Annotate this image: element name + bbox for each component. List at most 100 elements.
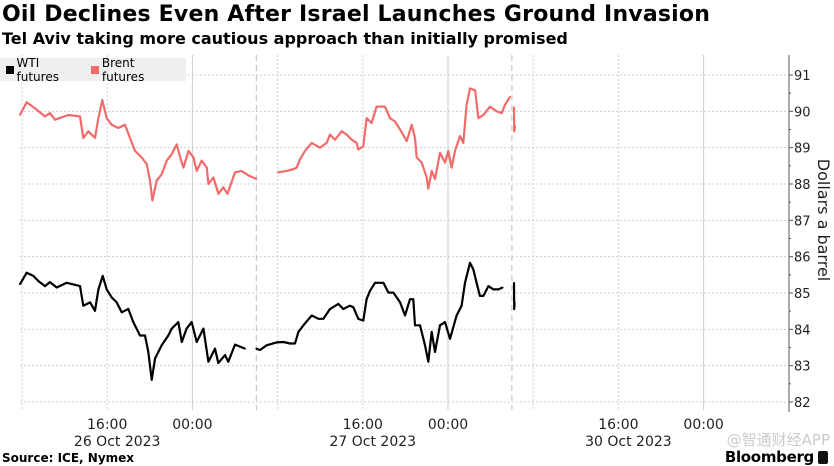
brent-data-point [357,148,360,151]
y-tick-label: 84 [794,323,811,338]
brent-data-point [217,192,220,195]
wti-data-point [492,288,495,291]
brent-data-point [94,136,96,139]
wti-data-point [150,378,153,381]
brent-data-point [182,166,185,169]
legend-item-wti: WTI futures [6,56,81,84]
y-tick-label: 82 [794,396,811,411]
brent-data-point [434,178,436,180]
wti-data-point [147,350,150,353]
wti-line-segment [18,271,246,381]
brent-data-point [149,179,151,182]
brent-data-point [394,120,396,123]
brent-data-point [240,170,243,172]
wti-data-point [120,311,123,314]
x-tick-label: 00:00 [172,417,212,433]
series-brent [18,87,517,202]
brent-data-point [205,166,208,169]
brent-data-point [329,133,331,136]
wti-data-point [82,304,85,307]
brent-data-point [362,145,365,148]
series-wti [18,261,516,381]
brent-data-point [462,142,465,144]
brent-data-point [295,166,298,169]
y-tick-label: 86 [794,251,811,266]
brent-data-point [200,159,203,162]
brent-data-point [79,115,81,118]
wti-data-point [434,350,436,353]
brent-data-point [145,163,148,165]
brent-data-point [67,114,70,116]
wti-data-point [177,321,180,323]
wti-data-point [244,347,246,350]
brent-data-point [389,117,391,120]
brent-data-point [427,187,430,190]
brent-data-point [477,117,480,120]
wti-data-point [37,280,40,282]
brent-data-point [469,87,471,90]
wti-data-point [89,301,91,304]
x-date-label: 30 Oct 2023 [585,434,672,450]
brent-line-segment [18,98,257,202]
brent-line-segment [277,87,511,190]
brent-data-point [134,150,136,152]
wti-data-point [25,271,28,274]
wti-data-point [310,314,313,317]
brent-data-point [187,150,190,152]
brent-data-point [310,142,313,144]
wti-data-point [404,314,406,317]
legend-item-brent: Brent futures [91,56,176,84]
brent-data-point [276,171,279,174]
y-tick-label: 90 [794,105,811,120]
wti-data-point [475,281,478,284]
chart-title: Oil Declines Even After Israel Launches … [2,2,711,27]
legend: WTI futures Brent futures [0,56,186,84]
wti-data-point [79,285,81,287]
wti-data-point [224,354,226,357]
brent-data-point [49,112,51,115]
bloomberg-logo: Bloomberg [724,448,814,466]
brent-line-segment [512,107,517,133]
wti-data-point [154,357,157,360]
wti-data-point [180,341,183,343]
wti-data-point [414,324,416,327]
brent-data-point [247,174,250,177]
wti-data-point [412,298,415,301]
y-tick-label: 87 [794,214,811,229]
brent-data-point [375,105,378,108]
brent-data-point [325,142,328,144]
watermark: @智通财经APP [726,431,830,449]
wti-data-point [427,360,430,363]
brent-data-point [101,99,104,101]
brent-data-point [124,123,126,126]
wti-data-point [482,295,485,297]
wti-data-point [472,268,475,271]
wti-line-segment [255,261,504,363]
brent-data-point [500,112,503,115]
brent-data-point [355,142,358,144]
wti-data-point [18,283,21,286]
brent-data-point [504,103,506,106]
wti-data-point [167,334,170,337]
brent-data-point [430,170,433,172]
brent-data-point [34,107,36,110]
brent-data-point [489,105,491,108]
wti-data-point [455,314,458,317]
wti-data-point [357,317,360,320]
wti-data-point [513,281,515,284]
wti-data-point [227,360,230,363]
wti-data-point [110,296,113,299]
wti-data-point [259,349,261,351]
wti-data-point [44,285,46,287]
brent-data-point [226,192,229,195]
wti-data-point [185,327,188,330]
brent-data-point [405,140,408,143]
wti-data-point [265,344,268,347]
brent-data-point [474,89,476,92]
brent-data-point [350,138,353,141]
brent-data-point [454,150,456,152]
wti-data-point [439,324,441,327]
brent-data-point [285,170,288,172]
brent-data-point [195,170,198,172]
